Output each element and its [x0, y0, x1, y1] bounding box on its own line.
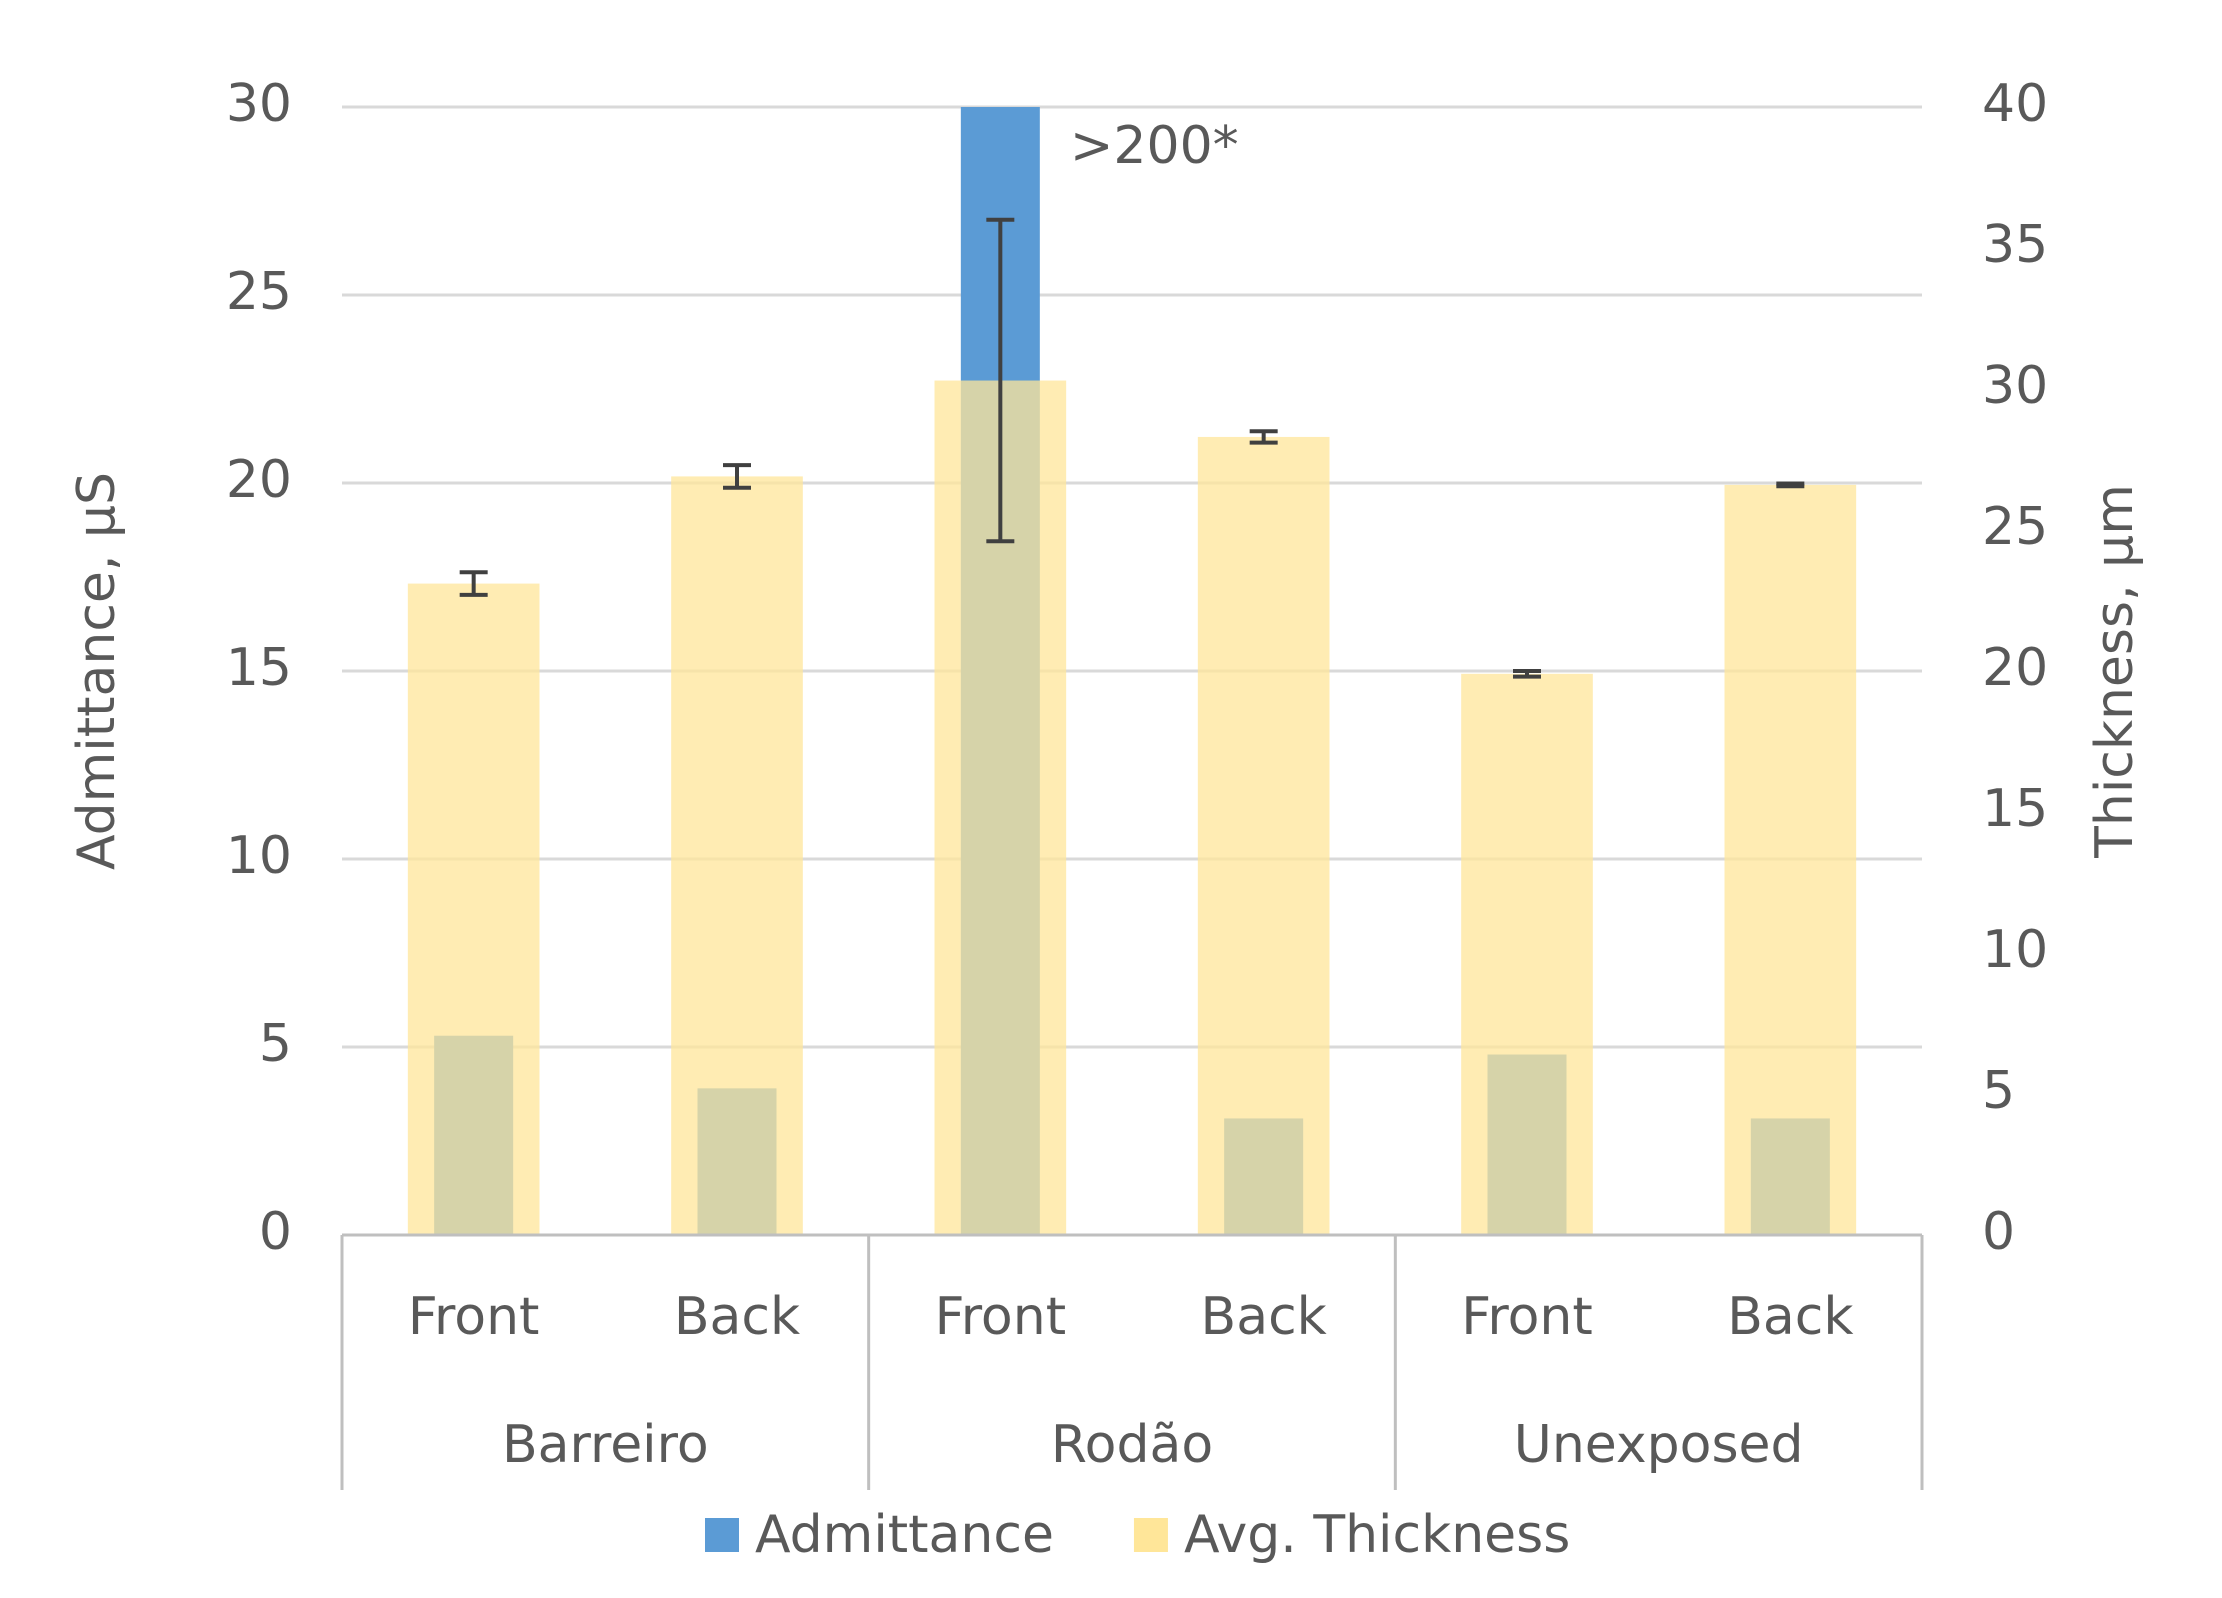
y-tick-label: 10	[226, 826, 292, 886]
y2-tick-label: 20	[1982, 638, 2048, 698]
y-tick-label: 20	[226, 450, 292, 510]
bar	[407, 583, 540, 1235]
y-tick-label: 30	[226, 74, 292, 134]
plot-area	[407, 107, 1857, 1235]
y2-axis-title: Thickness, µm	[2085, 484, 2145, 859]
legend-item: Admittance	[705, 1505, 1054, 1565]
x-tick-label: Back	[1727, 1287, 1853, 1347]
group-label: Rodão	[1051, 1415, 1213, 1475]
legend-swatch	[1133, 1518, 1168, 1552]
y-tick-label: 25	[226, 262, 292, 322]
legend-swatch	[705, 1518, 739, 1552]
group-label: Barreiro	[502, 1415, 709, 1475]
y-tick-label: 5	[259, 1014, 292, 1074]
group-label: Unexposed	[1514, 1415, 1804, 1475]
bar	[1461, 673, 1593, 1235]
error-bar	[1249, 429, 1278, 445]
y2-tick-label: 5	[1982, 1061, 2015, 1121]
y-tick-label: 15	[226, 638, 292, 698]
y2-tick-label: 25	[1982, 497, 2048, 557]
value-label: >200*	[1070, 116, 1239, 176]
error-bar	[986, 217, 1015, 544]
x-tick-label: Front	[935, 1287, 1067, 1347]
y-axis-title: Admittance, µS	[67, 472, 127, 870]
error-bar	[723, 463, 751, 490]
y2-tick-label: 0	[1982, 1202, 2015, 1262]
error-bar	[1513, 669, 1541, 679]
legend-item: Avg. Thickness	[1133, 1505, 1570, 1565]
bar	[671, 476, 803, 1235]
y2-tick-label: 30	[1982, 356, 2048, 416]
y2-tick-label: 40	[1982, 74, 2048, 134]
legend-label: Avg. Thickness	[1184, 1505, 1570, 1565]
y2-tick-label: 10	[1982, 920, 2048, 980]
y2-tick-label: 35	[1982, 215, 2048, 275]
bar	[1724, 484, 1857, 1235]
error-bar	[459, 570, 488, 597]
grid	[342, 105, 1922, 1049]
legend-label: Admittance	[755, 1505, 1054, 1565]
y2-tick-label: 15	[1982, 779, 2048, 839]
bar	[1197, 436, 1330, 1235]
x-tick-label: Back	[1201, 1287, 1327, 1347]
error-bar	[1776, 481, 1805, 489]
x-tick-label: Front	[1461, 1287, 1593, 1347]
y-tick-label: 0	[259, 1202, 292, 1262]
x-tick-label: Front	[408, 1287, 540, 1347]
overlay: 0 5 10 15 20 25 30 0 5 10 15 20 25 30 35 40 >200* Front Ba…	[226, 74, 2048, 1565]
x-tick-label: Back	[674, 1287, 800, 1347]
